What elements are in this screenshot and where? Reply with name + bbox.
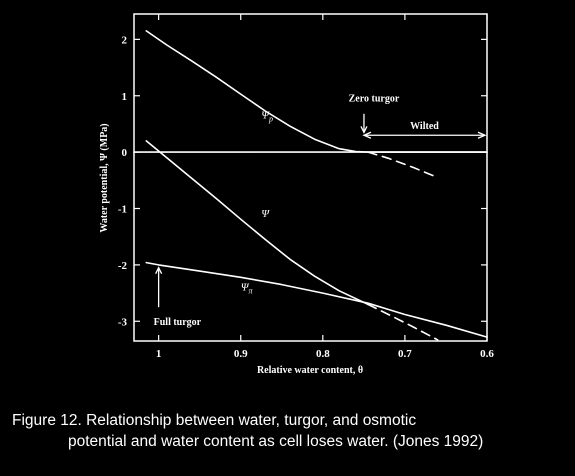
x-tick-label: 1 xyxy=(156,348,162,360)
series-line-0 xyxy=(145,30,369,153)
y-tick-label: 0 xyxy=(122,147,128,159)
curve-label: Ψπ xyxy=(241,281,254,295)
figure-caption: Figure 12. Relationship between water, t… xyxy=(12,410,567,452)
full-turgor-label: Full turgor xyxy=(154,317,202,328)
wilted-arrowhead-left xyxy=(362,131,372,139)
y-tick-label: -3 xyxy=(118,316,128,328)
curve-label: Ψp xyxy=(261,109,273,123)
wilted-arrowhead-right xyxy=(477,131,487,139)
y-tick-label: -2 xyxy=(118,260,128,272)
x-tick-label: 0.8 xyxy=(316,348,330,360)
series-line-4 xyxy=(367,303,439,341)
wilted-label: Wilted xyxy=(410,121,439,132)
plot-frame xyxy=(133,13,488,342)
x-tick-label: 0.9 xyxy=(234,348,248,360)
series-group: Ψp Ψ Ψπ xyxy=(133,30,488,341)
y-axis-label: Water potential, Ψ (MPa) xyxy=(99,123,110,232)
annotations-group: Zero turgor Wilted Full turgor xyxy=(154,93,487,328)
x-tick-label: 0.6 xyxy=(480,348,494,360)
series-line-1 xyxy=(367,151,439,179)
y-tick-label: 2 xyxy=(122,34,128,46)
y-tick-label: 1 xyxy=(122,91,128,103)
water-potential-chart: 1 0.9 0.8 0.7 0.6 2 1 0 -1 -2 -3 Ψp Ψ Ψπ Zero turgor… xyxy=(99,13,494,376)
y-tick-label: -1 xyxy=(118,204,127,216)
zero-turgor-arrowhead xyxy=(360,126,368,134)
axis-ticks: 1 0.9 0.8 0.7 0.6 2 1 0 -1 -2 -3 xyxy=(118,14,494,360)
x-tick-label: 0.7 xyxy=(398,348,412,360)
curve-label: Ψ xyxy=(261,208,270,220)
series-line-3 xyxy=(145,140,369,306)
caption-line-2: potential and water content as cell lose… xyxy=(68,433,484,450)
zero-turgor-label: Zero turgor xyxy=(349,93,400,104)
full-turgor-arrowhead xyxy=(155,266,163,274)
series-line-5 xyxy=(145,261,488,338)
x-axis-label: Relative water content, θ xyxy=(257,365,363,376)
caption-line-1: Figure 12. Relationship between water, t… xyxy=(12,412,417,429)
